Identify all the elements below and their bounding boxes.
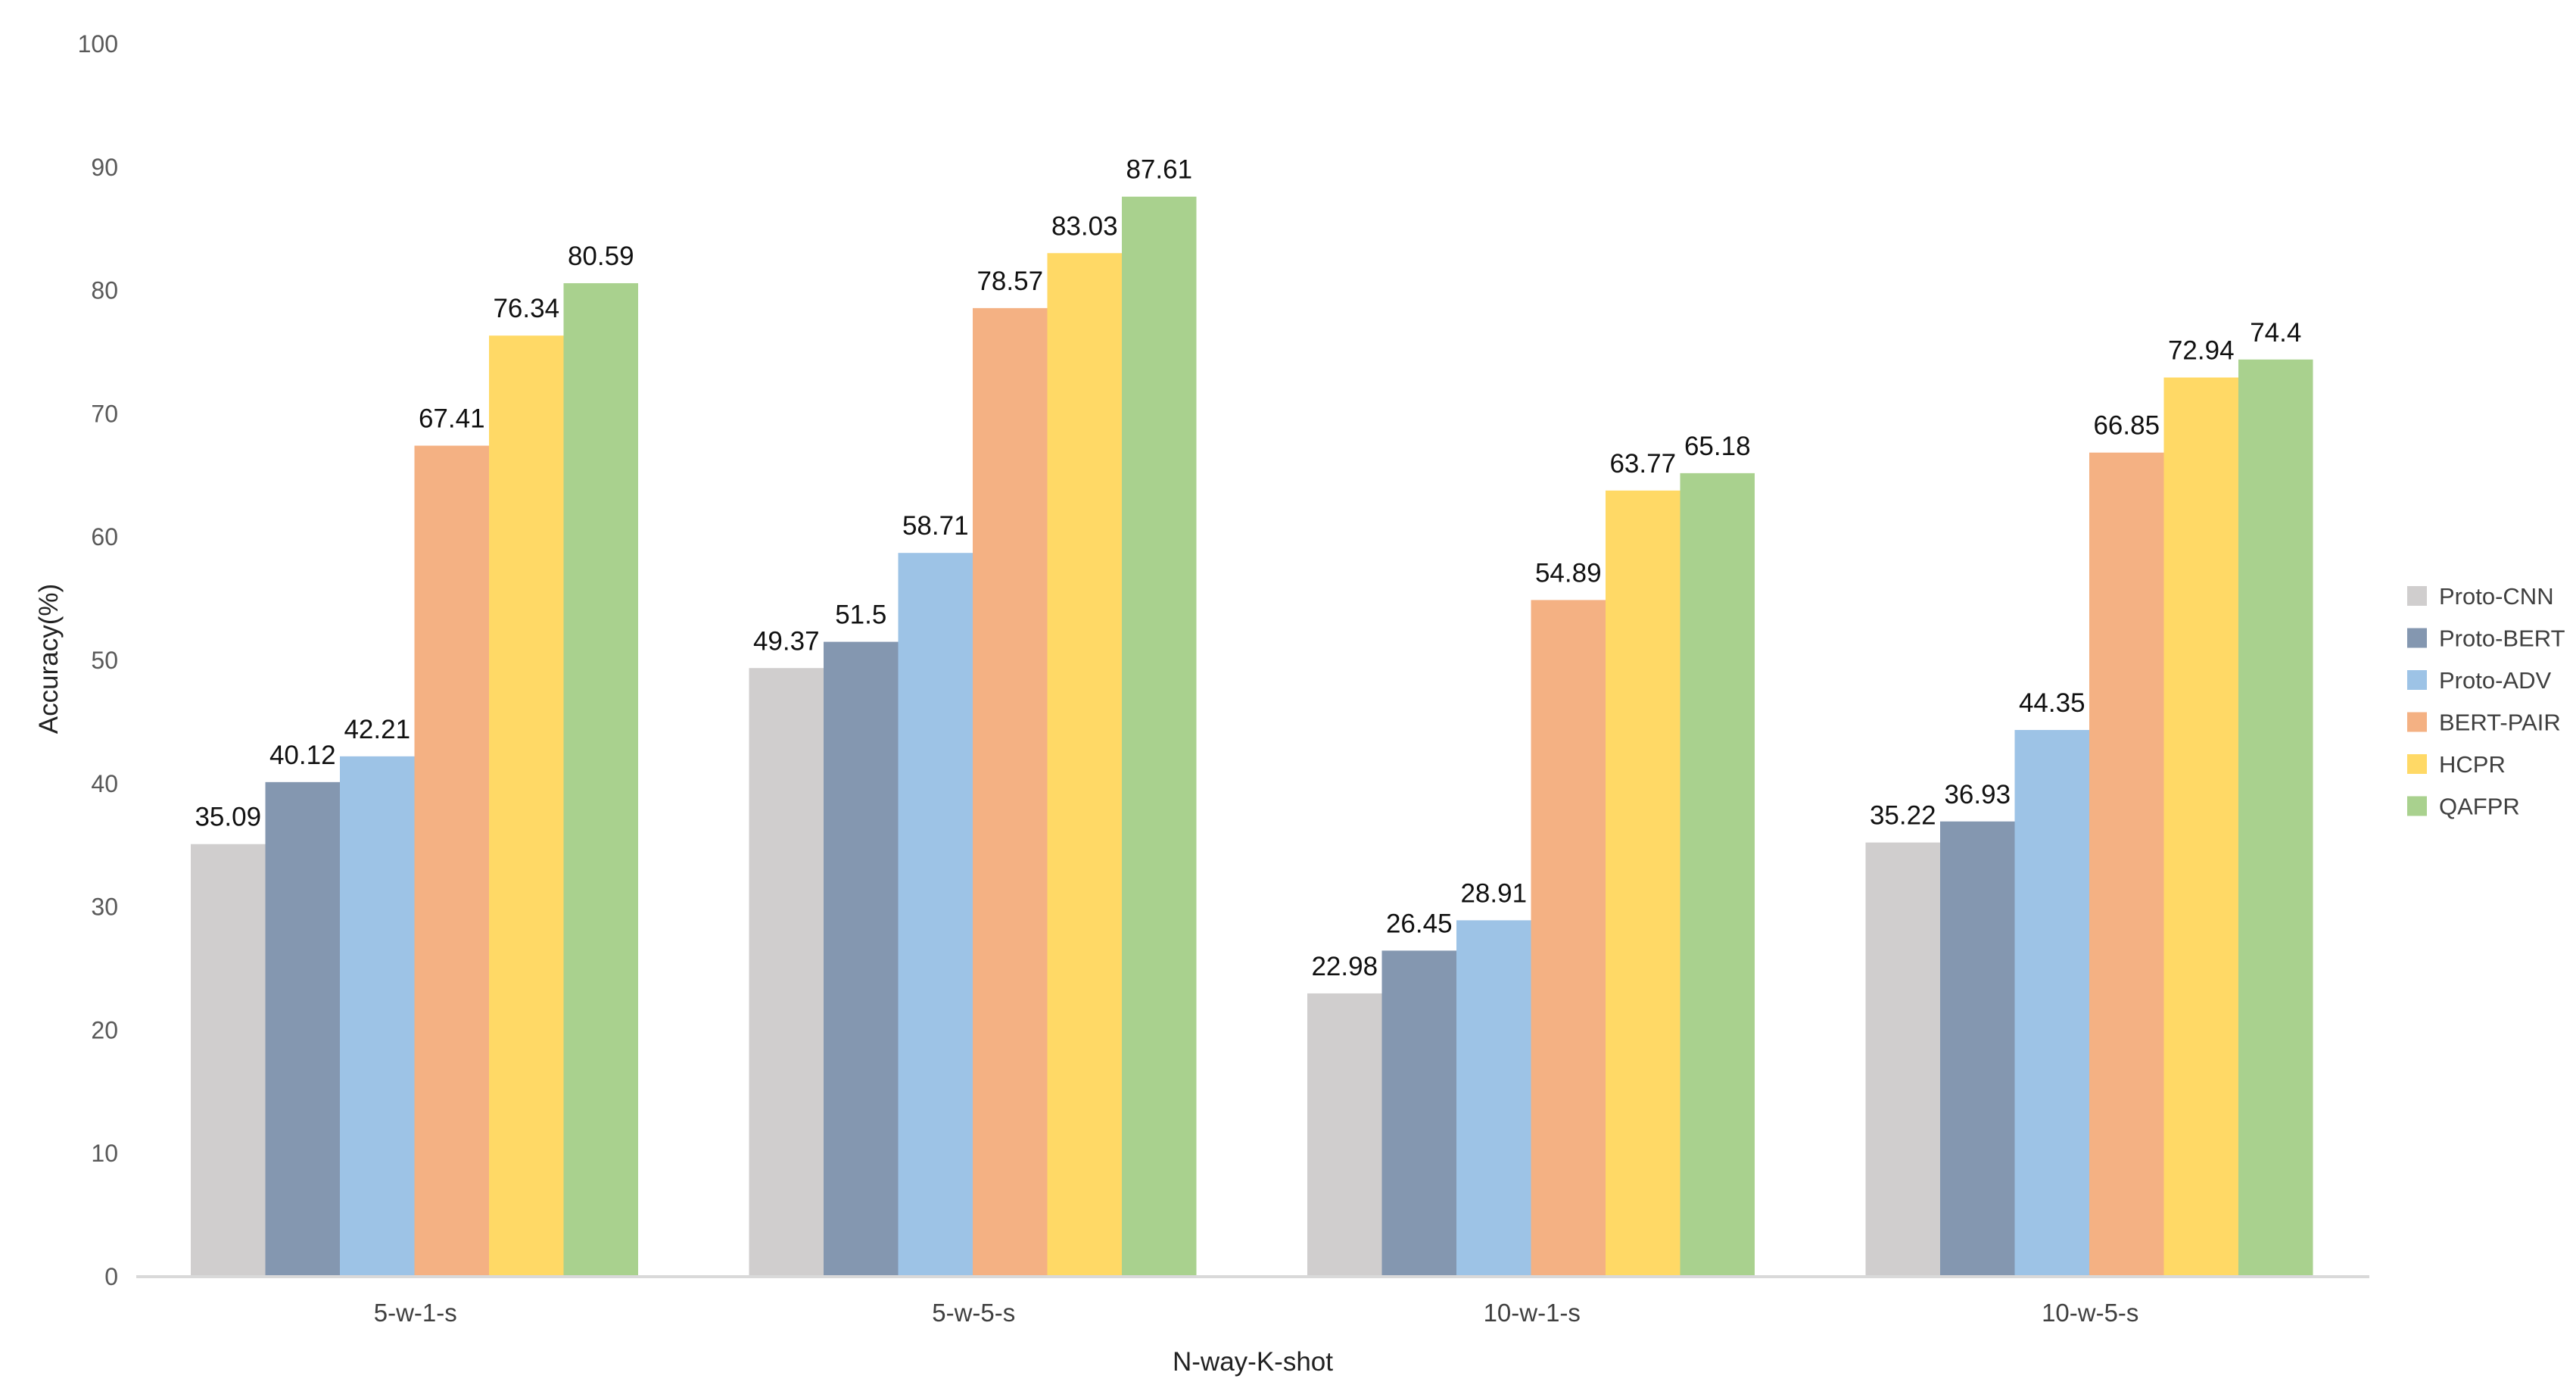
legend-swatch — [2407, 796, 2427, 816]
legend-label: Proto-ADV — [2439, 667, 2551, 694]
data-label: 35.09 — [195, 803, 261, 832]
data-label: 65.18 — [1684, 432, 1751, 461]
data-label: 40.12 — [269, 741, 336, 770]
legend-label: BERT-PAIR — [2439, 710, 2561, 736]
legend-label: Proto-BERT — [2439, 625, 2565, 652]
bar-proto-cnn-5-w-5-s — [749, 668, 824, 1277]
data-label: 78.57 — [977, 267, 1043, 296]
bar-proto-adv-5-w-1-s — [340, 756, 415, 1277]
bar-bert-pair-10-w-1-s — [1531, 600, 1606, 1277]
bar-proto-bert-5-w-5-s — [824, 641, 899, 1277]
legend: Proto-CNN Proto-BERT Proto-ADV BERT-PAIR HCP… — [2407, 583, 2565, 820]
bar-proto-bert-5-w-1-s — [265, 781, 340, 1277]
data-label: 80.59 — [568, 242, 634, 271]
bars — [191, 196, 2313, 1277]
data-label: 74.4 — [2250, 318, 2301, 348]
bar-proto-adv-5-w-5-s — [898, 553, 973, 1277]
data-label: 66.85 — [2093, 411, 2160, 441]
bar-hcpr-5-w-5-s — [1047, 253, 1122, 1277]
bar-bert-pair-5-w-5-s — [973, 307, 1048, 1277]
bar-hcpr-10-w-5-s — [2163, 377, 2238, 1277]
bar-proto-bert-10-w-1-s — [1381, 950, 1456, 1277]
data-label: 51.5 — [835, 600, 886, 630]
x-axis-title: N-way-K-shot — [1173, 1347, 1333, 1377]
data-label: 83.03 — [1051, 211, 1118, 241]
data-label: 63.77 — [1609, 449, 1676, 479]
x-tick-label: 5-w-1-s — [374, 1299, 457, 1327]
bar-proto-adv-10-w-1-s — [1456, 920, 1531, 1277]
x-tick-label: 10-w-1-s — [1484, 1299, 1581, 1327]
legend-label: HCPR — [2439, 751, 2506, 778]
data-label: 72.94 — [2168, 336, 2235, 366]
data-label: 42.21 — [344, 715, 410, 744]
data-label: 49.37 — [753, 626, 820, 656]
data-label: 35.22 — [1870, 801, 1936, 831]
legend-swatch — [2407, 712, 2427, 732]
legend-swatch — [2407, 586, 2427, 606]
y-tick-label: 50 — [91, 647, 118, 674]
bar-qafpr-5-w-1-s — [563, 282, 638, 1277]
y-tick-label: 40 — [91, 770, 118, 797]
x-axis-tick-labels: 5-w-1-s 5-w-5-s 10-w-1-s 10-w-5-s — [374, 1299, 2139, 1327]
data-label: 36.93 — [1944, 780, 2011, 809]
legend-swatch — [2407, 670, 2427, 690]
y-tick-label: 100 — [78, 30, 118, 58]
y-axis-title: Accuracy(%) — [34, 584, 64, 734]
data-label: 44.35 — [2019, 688, 2085, 718]
y-tick-label: 0 — [104, 1263, 118, 1290]
bar-proto-adv-10-w-5-s — [2014, 729, 2089, 1277]
bar-bert-pair-5-w-1-s — [414, 445, 489, 1277]
y-tick-label: 70 — [91, 400, 118, 427]
data-label: 67.41 — [419, 404, 485, 434]
bar-proto-cnn-10-w-5-s — [1865, 842, 1940, 1277]
bar-proto-cnn-5-w-1-s — [191, 844, 266, 1277]
data-label: 22.98 — [1311, 952, 1378, 981]
bar-hcpr-10-w-1-s — [1606, 490, 1680, 1277]
data-label: 87.61 — [1126, 155, 1192, 185]
legend-label: QAFPR — [2439, 794, 2520, 820]
bar-proto-cnn-10-w-1-s — [1307, 993, 1382, 1277]
y-tick-label: 10 — [91, 1140, 118, 1167]
data-label: 54.89 — [1535, 558, 1602, 588]
data-label: 26.45 — [1386, 909, 1453, 938]
data-label: 58.71 — [902, 511, 969, 541]
bar-hcpr-5-w-1-s — [489, 335, 564, 1277]
y-tick-label: 80 — [91, 277, 118, 304]
bar-proto-bert-10-w-5-s — [1940, 821, 2015, 1277]
y-axis-ticks: 0 10 20 30 40 50 60 70 80 90 100 — [78, 30, 118, 1290]
y-tick-label: 20 — [91, 1016, 118, 1043]
legend-swatch — [2407, 754, 2427, 774]
x-tick-label: 10-w-5-s — [2042, 1299, 2138, 1327]
legend-label: Proto-CNN — [2439, 583, 2554, 610]
bar-qafpr-5-w-5-s — [1122, 196, 1197, 1277]
bar-bert-pair-10-w-5-s — [2089, 452, 2164, 1277]
data-labels: 35.09 40.12 42.21 67.41 76.34 80.59 49.37 51.5 5… — [195, 155, 2301, 981]
x-tick-label: 5-w-5-s — [932, 1299, 1015, 1327]
data-label: 28.91 — [1460, 878, 1527, 908]
y-tick-label: 30 — [91, 894, 118, 921]
bar-qafpr-10-w-5-s — [2238, 359, 2313, 1277]
bar-qafpr-10-w-1-s — [1680, 473, 1755, 1277]
data-label: 76.34 — [493, 294, 559, 323]
y-tick-label: 60 — [91, 523, 118, 551]
legend-swatch — [2407, 628, 2427, 648]
y-tick-label: 90 — [91, 154, 118, 181]
